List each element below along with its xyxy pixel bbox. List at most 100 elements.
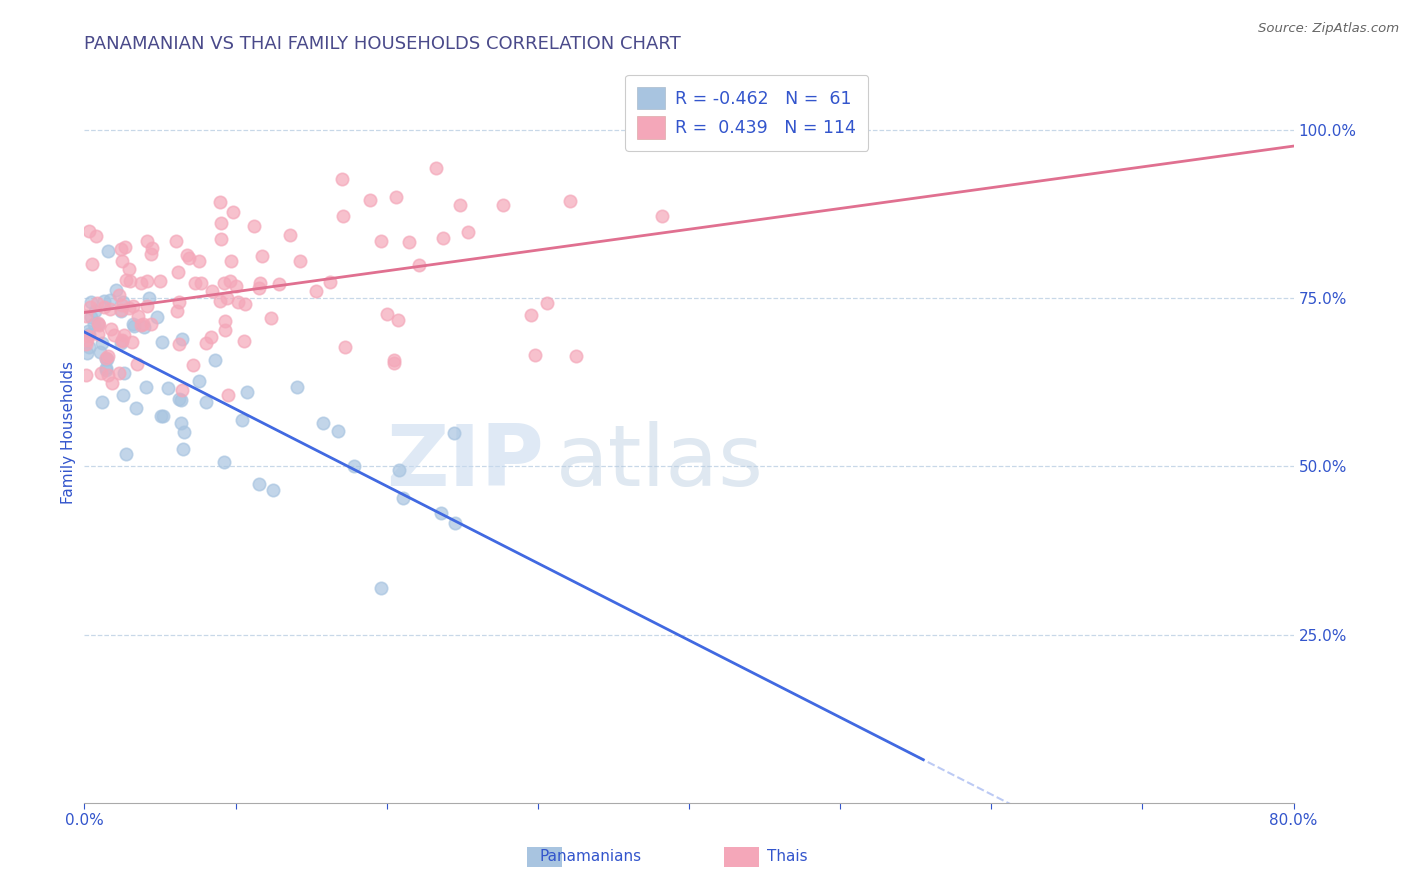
Point	[149, 274, 172, 288]
Point	[80, 295, 103, 310]
Point	[118, 274, 141, 288]
Point	[247, 281, 270, 295]
Point	[169, 392, 191, 407]
Point	[97, 244, 120, 258]
Point	[84, 304, 107, 318]
Point	[219, 254, 242, 268]
Point	[76, 329, 98, 343]
Point	[108, 287, 131, 301]
Point	[432, 231, 454, 245]
Point	[97, 350, 120, 364]
Point	[132, 317, 155, 331]
Point	[129, 318, 152, 332]
Point	[103, 327, 125, 342]
Point	[194, 336, 217, 351]
Point	[110, 242, 132, 256]
Point	[139, 317, 162, 331]
Point	[269, 277, 291, 291]
Point	[262, 483, 284, 498]
Point	[176, 248, 198, 262]
Point	[111, 298, 134, 312]
Point	[75, 309, 97, 323]
Point	[135, 299, 157, 313]
Text: Thais: Thais	[768, 849, 807, 863]
Point	[122, 299, 145, 313]
Point	[169, 295, 191, 310]
Point	[209, 216, 232, 230]
Point	[200, 330, 222, 344]
Point	[215, 291, 238, 305]
Point	[94, 360, 117, 375]
Point	[127, 309, 149, 323]
Point	[190, 276, 212, 290]
Point	[382, 353, 405, 368]
Point	[520, 308, 543, 322]
Point	[443, 426, 465, 441]
Point	[375, 307, 398, 321]
Point	[173, 425, 195, 439]
Point	[384, 190, 406, 204]
Point	[79, 340, 101, 354]
Point	[249, 276, 271, 290]
Point	[214, 323, 236, 337]
Point	[141, 241, 163, 255]
Point	[87, 318, 110, 332]
Point	[209, 294, 232, 309]
Point	[212, 455, 235, 469]
Point	[111, 294, 134, 309]
Point	[76, 333, 98, 347]
Point	[398, 235, 420, 249]
Point	[94, 351, 117, 366]
Point	[228, 294, 250, 309]
Point	[170, 392, 193, 407]
Point	[209, 232, 232, 246]
Point	[77, 324, 100, 338]
Point	[111, 387, 134, 401]
Point	[96, 352, 118, 367]
Text: atlas: atlas	[555, 421, 763, 504]
Point	[122, 318, 145, 333]
Point	[181, 358, 204, 372]
Point	[172, 442, 194, 457]
Point	[260, 311, 283, 326]
Point	[169, 336, 191, 351]
Point	[236, 385, 259, 400]
Point	[134, 320, 156, 334]
Point	[101, 376, 124, 390]
Text: ZIP: ZIP	[387, 421, 544, 504]
Point	[177, 251, 200, 265]
Point	[125, 401, 148, 415]
Y-axis label: Family Households: Family Households	[60, 361, 76, 504]
Point	[118, 301, 141, 315]
Point	[87, 316, 110, 330]
Point	[425, 161, 447, 175]
Point	[212, 277, 235, 291]
Point	[114, 239, 136, 253]
Point	[204, 352, 226, 367]
Point	[76, 337, 98, 351]
Point	[492, 198, 515, 212]
Point	[408, 258, 430, 272]
Point	[285, 380, 308, 394]
Point	[311, 416, 333, 430]
Point	[112, 366, 135, 380]
Point	[86, 295, 108, 310]
Point	[225, 278, 247, 293]
Point	[536, 296, 558, 310]
Point	[214, 313, 236, 327]
Point	[195, 394, 218, 409]
Point	[80, 310, 103, 324]
Point	[370, 582, 392, 596]
Point	[343, 458, 366, 473]
Point	[170, 383, 193, 397]
Point	[170, 416, 193, 430]
Point	[370, 234, 392, 248]
Point	[335, 340, 357, 354]
Point	[330, 172, 353, 186]
Point	[112, 328, 135, 343]
Point	[90, 366, 112, 380]
Point	[118, 261, 141, 276]
Point	[110, 254, 132, 268]
Point	[76, 345, 98, 359]
Point	[86, 327, 108, 342]
